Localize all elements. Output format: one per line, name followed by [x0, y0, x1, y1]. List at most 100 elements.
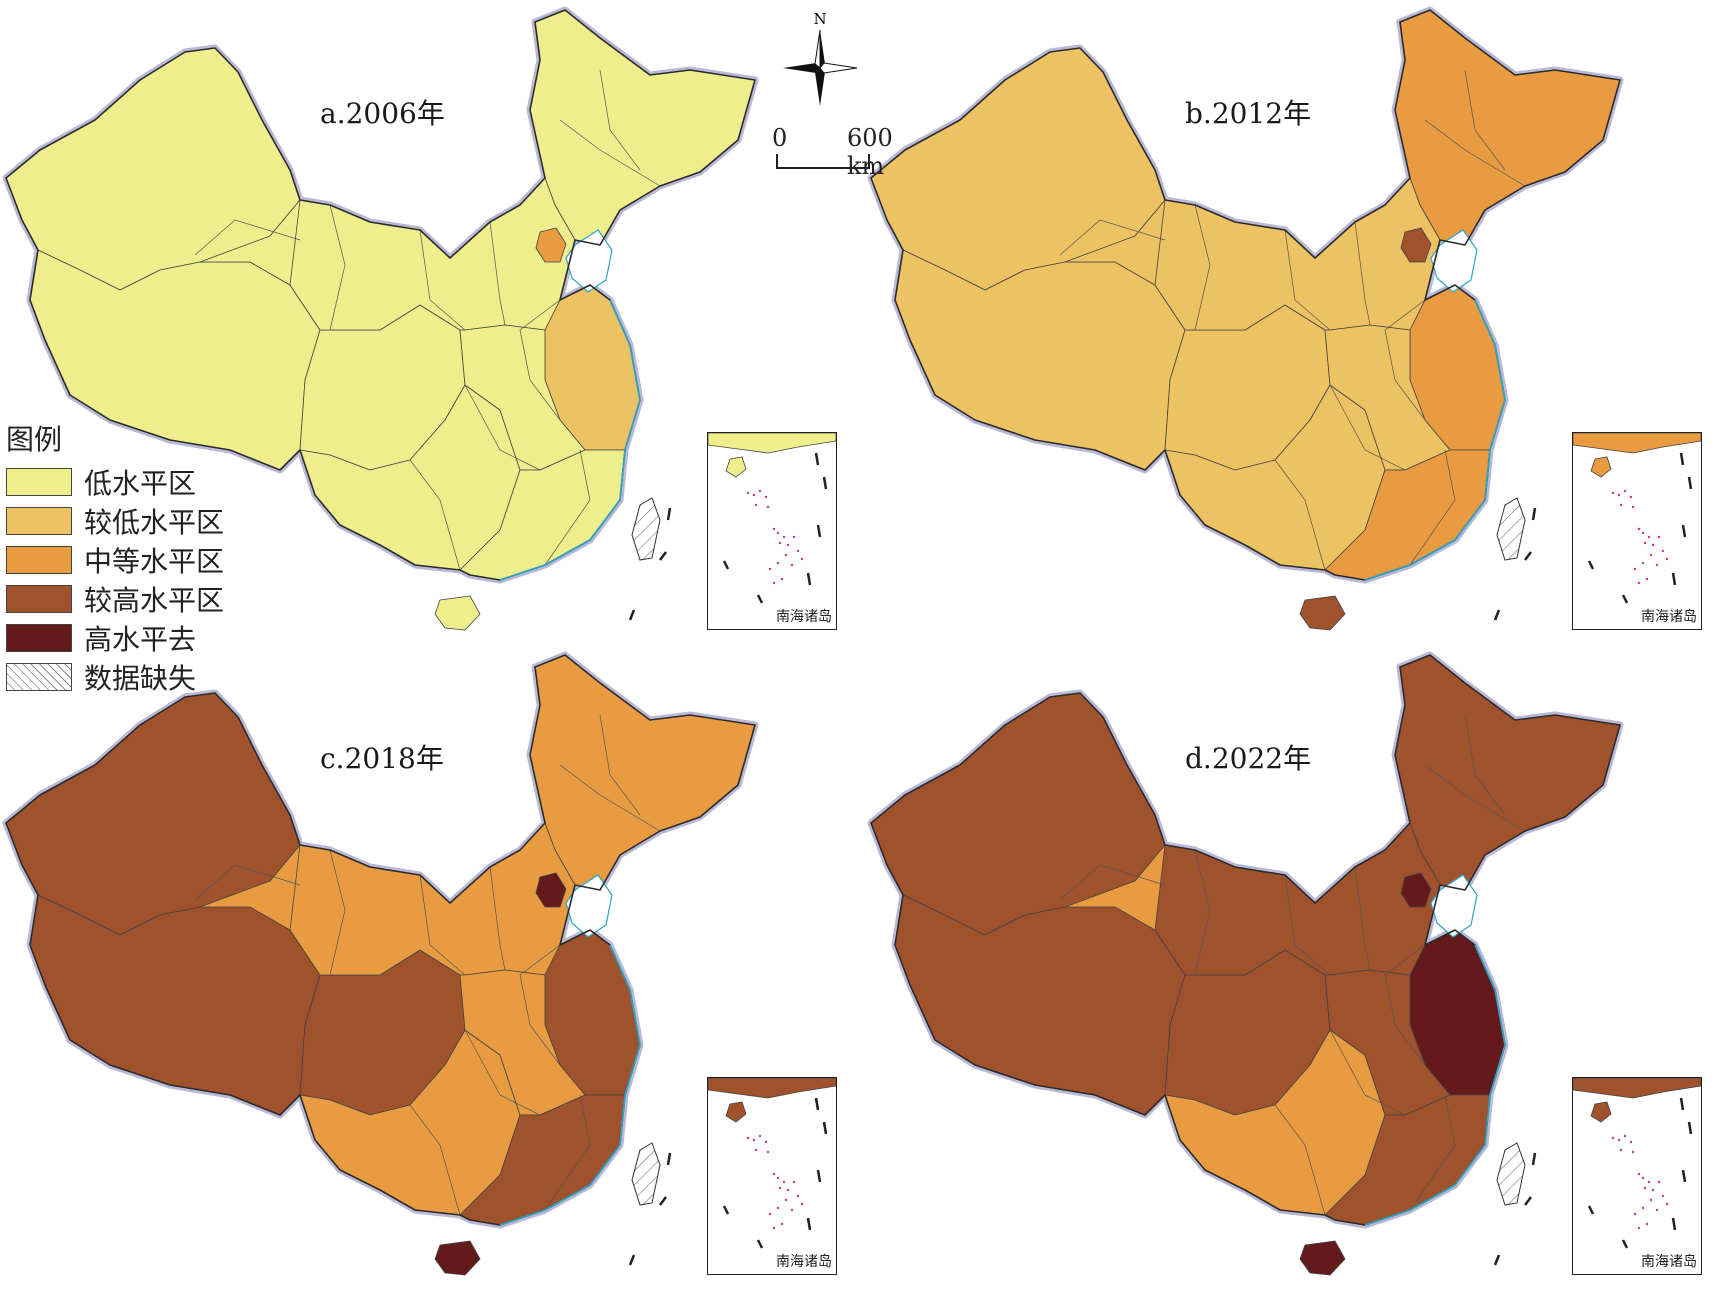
province-boundary — [1384, 299, 1426, 421]
island-dot — [1645, 1222, 1649, 1226]
province-boundary — [1464, 714, 1506, 816]
scale-bar: 0 600 km — [772, 124, 893, 180]
region-northeast — [1394, 654, 1621, 891]
province-boundary — [599, 714, 641, 816]
province-boundary — [1274, 459, 1326, 571]
region-hainan — [1299, 595, 1346, 631]
island-dot — [1643, 541, 1647, 545]
island-dot — [1651, 543, 1655, 547]
island-dot — [778, 1186, 782, 1190]
province-boundary — [559, 119, 661, 187]
panel-title-a: a.2006年 — [320, 97, 445, 130]
boundary-dash — [666, 1152, 672, 1166]
taiwan-no-data — [1496, 1142, 1526, 1206]
island-dot — [776, 1206, 780, 1210]
island-dot — [796, 1194, 800, 1198]
legend-label: 数据缺失 — [84, 661, 197, 695]
island-dot — [780, 577, 784, 581]
region-hainan — [434, 595, 481, 631]
province-boundary — [329, 204, 346, 331]
scale-zero: 0 — [772, 124, 788, 152]
legend-item: 低水平区 — [6, 462, 276, 501]
province-boundary — [194, 864, 301, 901]
island-dot — [776, 561, 780, 565]
inset-label: 南海诸岛 — [1641, 609, 1697, 625]
country-outline — [5, 9, 756, 581]
island-dot — [1665, 1202, 1669, 1206]
coastline — [1364, 944, 1506, 1226]
region-beijing — [535, 227, 567, 263]
island-dot — [772, 581, 776, 585]
map-panel-c: c.2018年南海诸岛 — [0, 645, 865, 1290]
map-panel-d: d.2022年 南海诸岛 — [865, 645, 1730, 1290]
island-dot — [768, 1212, 772, 1216]
legend-item: 较高水平区 — [6, 579, 276, 618]
island-dot — [1617, 1138, 1621, 1142]
region-tibet — [29, 894, 321, 1116]
island-dot — [800, 1202, 804, 1206]
panel-title-c: c.2018年 — [320, 742, 444, 775]
island-dot — [1649, 1198, 1653, 1202]
province-boundary — [1274, 1104, 1326, 1216]
province-boundary — [1354, 866, 1371, 971]
island-dot — [782, 535, 786, 539]
country-outline — [870, 654, 1621, 1226]
province-boundary — [1059, 219, 1166, 256]
province-boundary — [489, 866, 506, 971]
island-dot — [1619, 1148, 1623, 1152]
province-boundary — [1329, 384, 1406, 471]
island-dot — [786, 1188, 790, 1192]
inset-label: 南海诸岛 — [776, 1254, 832, 1270]
legend-item: 较低水平区 — [6, 501, 276, 540]
boundary-dash — [1493, 1254, 1501, 1266]
legend-swatch — [6, 662, 72, 691]
province-boundary — [519, 944, 561, 1066]
country-outline — [870, 9, 1621, 581]
island-dot — [776, 1176, 780, 1180]
island-dot — [1643, 1186, 1647, 1190]
province-boundary — [559, 764, 661, 832]
legend-swatch — [6, 506, 72, 535]
province-boundary — [329, 849, 346, 976]
island-dot — [790, 1208, 794, 1212]
province-boundary — [1329, 1029, 1406, 1116]
taiwan-no-data — [631, 1142, 661, 1206]
legend-item: 数据缺失 — [6, 657, 276, 696]
island-dot — [1649, 553, 1653, 557]
island-dot — [1661, 549, 1665, 553]
legend-swatch — [6, 584, 72, 613]
island-dot — [754, 1148, 758, 1152]
island-dot — [1617, 493, 1621, 497]
china-map-c — [2, 651, 759, 1276]
province-boundary — [1424, 119, 1526, 187]
taiwan-no-data — [631, 497, 661, 561]
island-dot — [766, 505, 770, 509]
legend-swatch — [6, 623, 72, 652]
island-dot — [776, 531, 780, 535]
map-panel-a: a.2006年 南海诸岛 — [0, 0, 865, 645]
china-map-d — [867, 651, 1624, 1276]
legend-item: 中等水平区 — [6, 540, 276, 579]
inset-hainan — [725, 1101, 747, 1123]
boundary-dash — [666, 507, 672, 521]
island-dot — [764, 1140, 768, 1144]
province-boundary — [409, 459, 461, 571]
island-dot — [1641, 531, 1645, 535]
island-dot — [1611, 1136, 1615, 1140]
island-dot — [1637, 1226, 1641, 1230]
boundary-dash — [659, 1196, 667, 1206]
island-dot — [1645, 577, 1649, 581]
legend-label: 较高水平区 — [84, 583, 225, 617]
province-boundary — [1194, 849, 1211, 976]
region-tibet — [894, 249, 1186, 471]
province-boundary — [1354, 221, 1371, 326]
island-dot — [784, 553, 788, 557]
island-dot — [746, 1136, 750, 1140]
legend-label: 低水平区 — [84, 466, 197, 500]
region-northeast — [529, 9, 756, 246]
island-dot — [1647, 535, 1651, 539]
boundary-dash — [1493, 609, 1501, 621]
island-dot — [746, 491, 750, 495]
boundary-dash — [659, 551, 667, 561]
island-dot — [1651, 1188, 1655, 1192]
